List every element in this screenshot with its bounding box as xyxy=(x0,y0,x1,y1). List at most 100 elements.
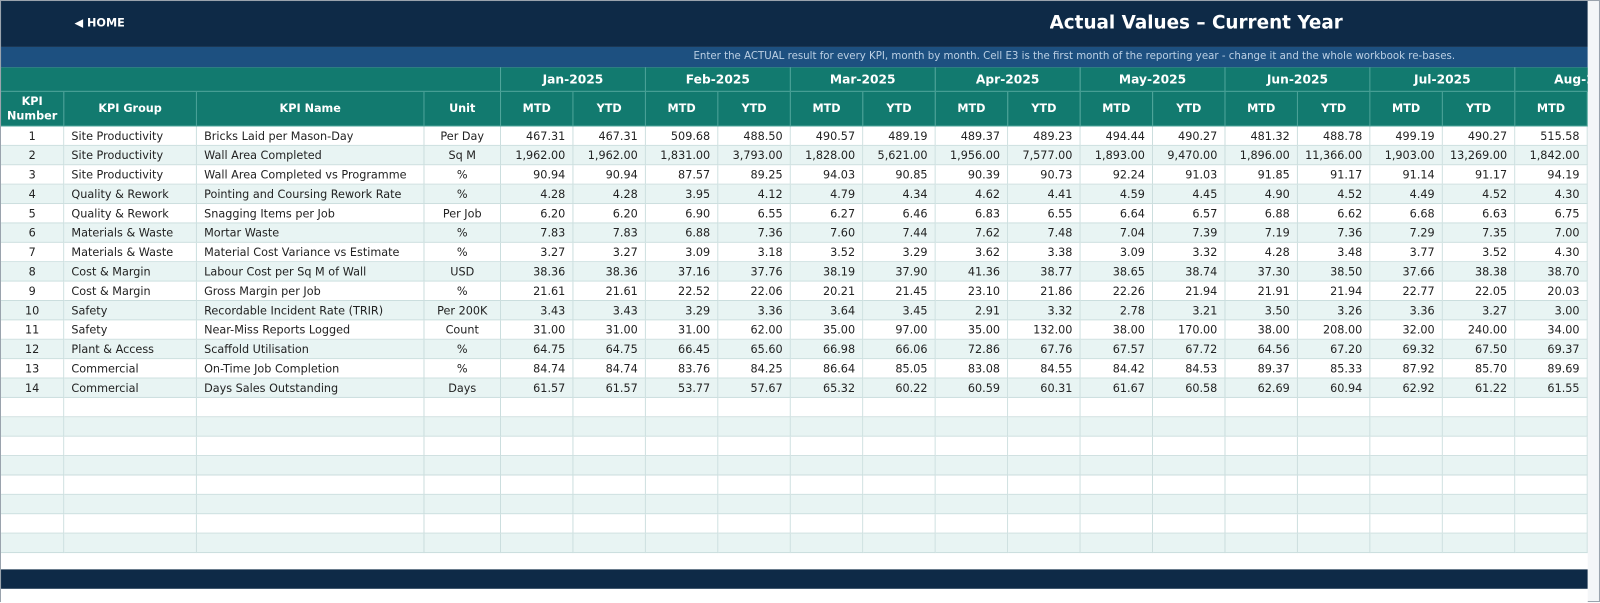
empty-cell xyxy=(1008,456,1080,475)
empty-cell xyxy=(1443,456,1515,475)
value-cell: 90.85 xyxy=(863,165,935,184)
empty-cell xyxy=(863,514,935,533)
value-cell: 3.50 xyxy=(1226,301,1298,320)
value-cell: 467.31 xyxy=(573,127,645,146)
empty-cell xyxy=(197,398,425,417)
month-header: Jan-2025 xyxy=(501,67,646,91)
empty-cell xyxy=(197,456,425,475)
empty-cell xyxy=(424,417,501,436)
empty-cell xyxy=(1515,437,1587,456)
period-header: YTD xyxy=(573,92,645,127)
value-cell: 3.21 xyxy=(1153,301,1225,320)
kpi-number: 1 xyxy=(1,127,64,146)
value-cell: 84.53 xyxy=(1153,359,1225,378)
value-cell: 4.34 xyxy=(863,185,935,204)
empty-cell xyxy=(1153,534,1225,553)
value-cell: 2.91 xyxy=(936,301,1008,320)
kpi-name: On-Time Job Completion xyxy=(197,359,425,378)
value-cell: 84.74 xyxy=(501,359,573,378)
empty-cell xyxy=(573,398,645,417)
value-cell: 57.67 xyxy=(718,379,790,398)
empty-cell xyxy=(936,495,1008,514)
value-cell: 1,962.00 xyxy=(501,146,573,165)
kpi-name: Snagging Items per Job xyxy=(197,204,425,223)
empty-cell xyxy=(64,495,197,514)
empty-cell xyxy=(863,437,935,456)
empty-cell xyxy=(1226,398,1298,417)
empty-cell xyxy=(791,476,863,495)
period-header: YTD xyxy=(863,92,935,127)
value-cell: 7.44 xyxy=(863,223,935,242)
value-cell: 35.00 xyxy=(936,320,1008,339)
instructions: Enter the ACTUAL result for every KPI, m… xyxy=(693,51,1455,62)
value-cell: 6.20 xyxy=(573,204,645,223)
empty-cell xyxy=(1370,514,1442,533)
value-cell: 1,893.00 xyxy=(1081,146,1153,165)
home-label[interactable]: HOME xyxy=(87,16,125,29)
kpi-name: Scaffold Utilisation xyxy=(197,340,425,359)
unit: Per Day xyxy=(424,127,501,146)
value-cell: 61.57 xyxy=(573,379,645,398)
empty-cell xyxy=(424,495,501,514)
empty-cell xyxy=(1,495,64,514)
value-cell: 85.33 xyxy=(1298,359,1370,378)
empty-cell xyxy=(863,398,935,417)
empty-cell xyxy=(1008,398,1080,417)
value-cell: 3.09 xyxy=(646,243,718,262)
empty-cell xyxy=(718,495,790,514)
empty-cell xyxy=(936,456,1008,475)
value-cell: 6.90 xyxy=(646,204,718,223)
empty-cell xyxy=(1443,476,1515,495)
empty-cell xyxy=(197,437,425,456)
empty-cell xyxy=(424,456,501,475)
empty-cell xyxy=(1370,476,1442,495)
value-cell: 84.74 xyxy=(573,359,645,378)
value-cell: 3.62 xyxy=(936,243,1008,262)
empty-cell xyxy=(1008,476,1080,495)
value-cell: 7.04 xyxy=(1081,223,1153,242)
value-cell: 3.18 xyxy=(718,243,790,262)
value-cell: 9,470.00 xyxy=(1153,146,1225,165)
period-header: YTD xyxy=(1298,92,1370,127)
empty-cell xyxy=(424,514,501,533)
empty-cell xyxy=(1515,398,1587,417)
empty-cell xyxy=(1,437,64,456)
value-cell: 66.98 xyxy=(791,340,863,359)
empty-cell xyxy=(1298,476,1370,495)
kpi-number: 3 xyxy=(1,165,64,184)
value-cell: 60.59 xyxy=(936,379,1008,398)
value-cell: 87.57 xyxy=(646,165,718,184)
value-cell: 6.88 xyxy=(1226,204,1298,223)
period-header: MTD xyxy=(936,92,1008,127)
empty-cell xyxy=(197,495,425,514)
value-cell: 7.00 xyxy=(1515,223,1587,242)
value-cell: 22.26 xyxy=(1081,282,1153,301)
empty-cell xyxy=(646,398,718,417)
month-header: Jun-2025 xyxy=(1226,67,1371,91)
unit: % xyxy=(424,223,501,242)
value-cell: 1,956.00 xyxy=(936,146,1008,165)
home-button[interactable]: ◀ HOME xyxy=(74,16,124,29)
value-cell: 31.00 xyxy=(573,320,645,339)
value-cell: 6.63 xyxy=(1443,204,1515,223)
value-cell: 38.00 xyxy=(1226,320,1298,339)
value-cell: 515.58 xyxy=(1515,127,1587,146)
kpi-group: Materials & Waste xyxy=(64,243,197,262)
empty-cell xyxy=(1298,456,1370,475)
empty-cell xyxy=(936,437,1008,456)
period-header: YTD xyxy=(1443,92,1515,127)
empty-cell xyxy=(501,437,573,456)
empty-cell xyxy=(501,534,573,553)
empty-cell xyxy=(573,417,645,436)
value-cell: 3.38 xyxy=(1008,243,1080,262)
value-cell: 91.85 xyxy=(1226,165,1298,184)
empty-cell xyxy=(718,437,790,456)
empty-cell xyxy=(1153,398,1225,417)
column-header: KPI Number xyxy=(1,92,64,127)
value-cell: 84.25 xyxy=(718,359,790,378)
empty-cell xyxy=(718,456,790,475)
empty-cell xyxy=(1443,398,1515,417)
empty-cell xyxy=(1226,437,1298,456)
empty-cell xyxy=(501,456,573,475)
value-cell: 4.28 xyxy=(501,185,573,204)
